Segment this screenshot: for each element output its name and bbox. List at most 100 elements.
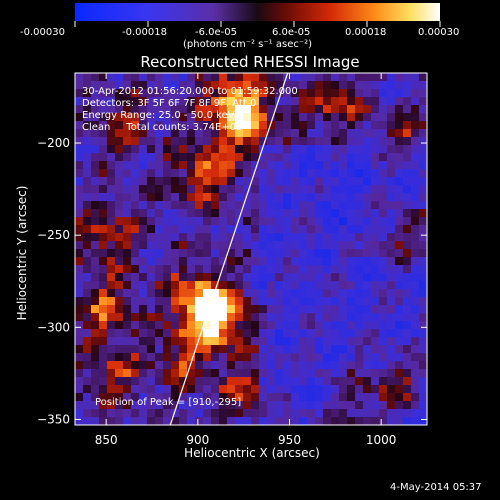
heatmap-cell: [179, 233, 188, 242]
heatmap-cell: [323, 385, 332, 394]
heatmap-cell: [195, 385, 204, 394]
heatmap-cell: [203, 401, 212, 410]
heatmap-cell: [347, 393, 356, 402]
heatmap-cell: [411, 361, 420, 370]
heatmap-cell: [235, 289, 244, 298]
heatmap-cell: [235, 321, 244, 330]
heatmap-cell: [147, 153, 156, 162]
heatmap-cell: [211, 417, 220, 426]
heatmap-cell: [243, 185, 252, 194]
heatmap-cell: [243, 337, 252, 346]
heatmap-cell: [387, 233, 396, 242]
heatmap-cell: [227, 257, 236, 266]
heatmap-cell: [147, 145, 156, 154]
heatmap-cell: [235, 273, 244, 282]
heatmap-cell: [203, 377, 212, 386]
heatmap-cell: [227, 153, 236, 162]
heatmap-cell: [195, 145, 204, 154]
heatmap-cell: [387, 257, 396, 266]
heatmap-cell: [171, 361, 180, 370]
heatmap-cell: [227, 273, 236, 282]
heatmap-cell: [331, 153, 340, 162]
heatmap-cell: [259, 297, 268, 306]
heatmap-cell: [187, 105, 196, 114]
heatmap-cell: [163, 193, 172, 202]
heatmap-cell: [283, 281, 292, 290]
heatmap-cell: [203, 145, 212, 154]
heatmap-cell: [131, 105, 140, 114]
heatmap-cell: [107, 297, 116, 306]
heatmap-cell: [283, 201, 292, 210]
heatmap-cell: [259, 385, 268, 394]
heatmap-cell: [115, 321, 124, 330]
heatmap-cell: [99, 193, 108, 202]
heatmap-cell: [155, 289, 164, 298]
heatmap-cell: [211, 193, 220, 202]
heatmap-cell: [131, 313, 140, 322]
heatmap-cell: [299, 305, 308, 314]
heatmap-cell: [179, 185, 188, 194]
heatmap-cell: [203, 297, 212, 306]
heatmap-cell: [115, 209, 124, 218]
heatmap-cell: [195, 297, 204, 306]
heatmap-cell: [115, 329, 124, 338]
heatmap-cell: [323, 273, 332, 282]
heatmap-cell: [267, 249, 276, 258]
heatmap-cell: [99, 177, 108, 186]
heatmap-cell: [131, 225, 140, 234]
heatmap-cell: [203, 225, 212, 234]
heatmap-cell: [99, 313, 108, 322]
heatmap-cell: [267, 385, 276, 394]
heatmap-cell: [235, 249, 244, 258]
heatmap-cell: [195, 241, 204, 250]
heatmap-cell: [83, 97, 92, 106]
heatmap-cell: [195, 217, 204, 226]
heatmap-cell: [139, 97, 148, 106]
heatmap-cell: [227, 121, 236, 130]
heatmap-cell: [275, 129, 284, 138]
heatmap-cell: [227, 281, 236, 290]
heatmap-cell: [155, 217, 164, 226]
heatmap-cell: [299, 329, 308, 338]
heatmap-cell: [243, 377, 252, 386]
heatmap-cell: [107, 233, 116, 242]
heatmap-cell: [363, 353, 372, 362]
heatmap-cell: [219, 417, 228, 426]
heatmap-cell: [83, 89, 92, 98]
heatmap-cell: [155, 249, 164, 258]
heatmap-cell: [323, 169, 332, 178]
heatmap-cell: [107, 153, 116, 162]
heatmap-cell: [395, 385, 404, 394]
heatmap-cell: [299, 145, 308, 154]
heatmap-cell: [235, 281, 244, 290]
heatmap-cell: [371, 401, 380, 410]
heatmap-cell: [283, 145, 292, 154]
heatmap-cell: [91, 217, 100, 226]
heatmap-cell: [331, 385, 340, 394]
heatmap-cell: [203, 81, 212, 90]
heatmap-cell: [283, 241, 292, 250]
heatmap-cell: [259, 345, 268, 354]
heatmap-cell: [187, 313, 196, 322]
heatmap-cell: [75, 97, 84, 106]
heatmap-cell: [139, 265, 148, 274]
heatmap-cell: [395, 409, 404, 418]
heatmap-cell: [235, 393, 244, 402]
heatmap-cell: [315, 153, 324, 162]
heatmap-cell: [243, 289, 252, 298]
heatmap-cell: [331, 89, 340, 98]
heatmap-cell: [315, 289, 324, 298]
heatmap-cell: [107, 105, 116, 114]
heatmap-cell: [195, 249, 204, 258]
heatmap-cell: [387, 305, 396, 314]
heatmap-cell: [243, 361, 252, 370]
heatmap-cell: [299, 193, 308, 202]
heatmap-cell: [347, 225, 356, 234]
heatmap-cell: [339, 313, 348, 322]
heatmap-cell: [187, 369, 196, 378]
heatmap-cell: [339, 121, 348, 130]
heatmap-cell: [139, 217, 148, 226]
heatmap-cell: [203, 105, 212, 114]
heatmap-cell: [275, 329, 284, 338]
heatmap-cell: [379, 321, 388, 330]
